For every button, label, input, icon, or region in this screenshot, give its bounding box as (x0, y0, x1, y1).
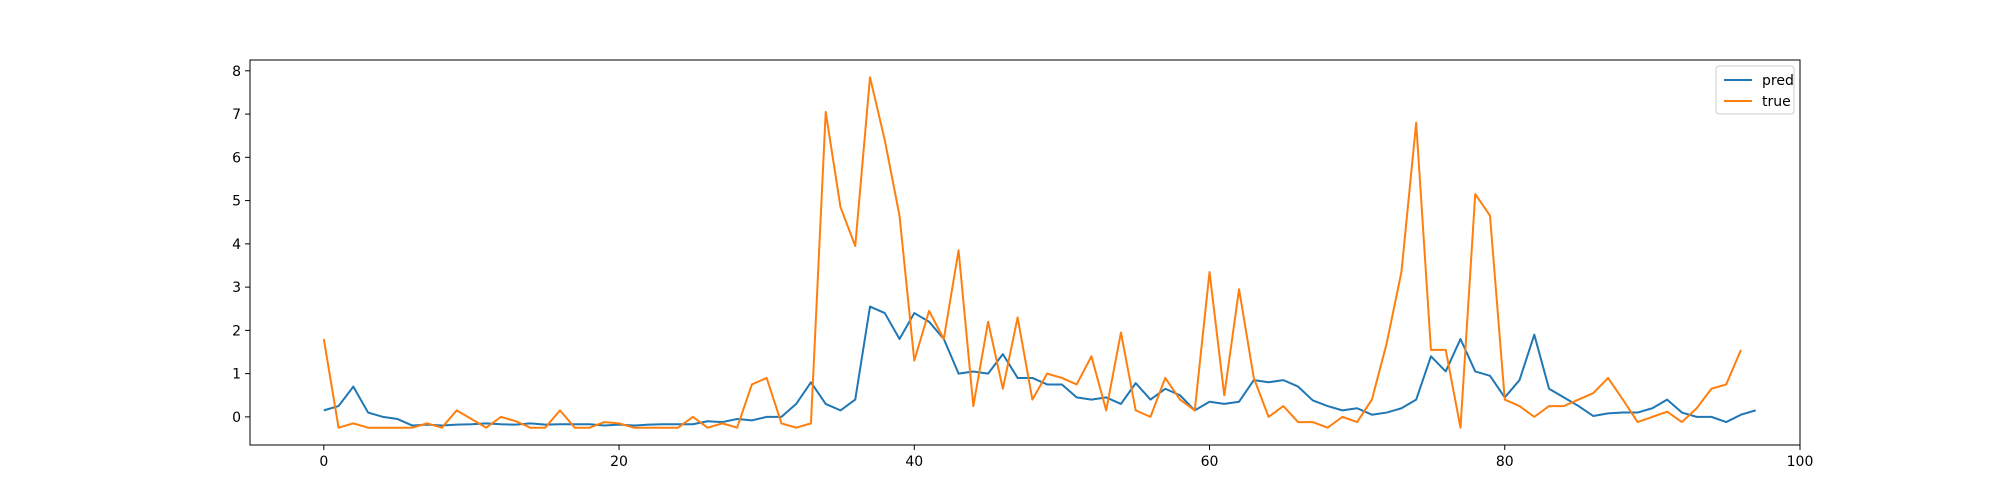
y-tick-label: 2 (232, 323, 241, 339)
x-tick-label: 80 (1496, 454, 1514, 470)
legend-label-pred: pred (1762, 73, 1794, 89)
y-tick-label: 8 (232, 64, 241, 80)
plot-area (250, 60, 1800, 445)
x-tick-label: 0 (319, 454, 328, 470)
y-tick-label: 5 (232, 194, 241, 210)
y-tick-label: 1 (232, 367, 241, 383)
y-tick-label: 0 (232, 410, 241, 426)
y-tick-label: 6 (232, 150, 241, 166)
series-line-pred (323, 305, 1756, 427)
series-layer (322, 76, 1756, 429)
y-tick-label: 7 (232, 107, 241, 123)
x-axis: 0 20 40 60 80 100 (319, 445, 1813, 470)
legend: pred true (1715, 65, 1795, 115)
y-axis: 0 1 2 3 4 5 6 7 8 (232, 64, 250, 426)
y-tick-label: 4 (232, 237, 241, 253)
x-tick-label: 100 (1787, 454, 1814, 470)
legend-label-true: true (1762, 94, 1791, 110)
plot-frame (249, 59, 1801, 446)
y-tick-label: 3 (232, 280, 241, 296)
x-tick-label: 40 (905, 454, 923, 470)
series-line-true (322, 76, 1742, 429)
x-tick-label: 20 (610, 454, 628, 470)
x-tick-label: 60 (1201, 454, 1219, 470)
